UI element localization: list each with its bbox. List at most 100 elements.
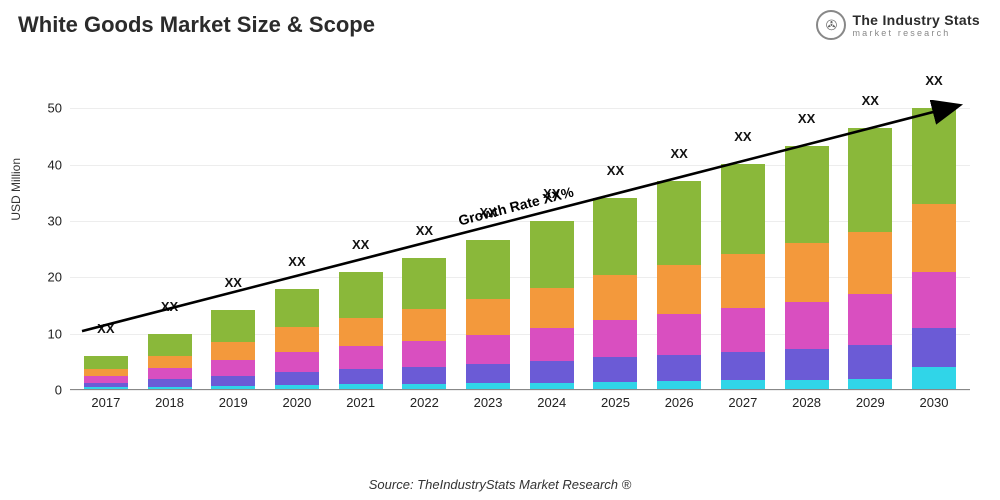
x-tick-label: 2021 — [339, 395, 383, 410]
x-tick-label: 2028 — [785, 395, 829, 410]
bar-value-label: XX — [925, 73, 942, 88]
bar-segment — [785, 349, 829, 380]
bar-value-label: XX — [352, 237, 369, 252]
bar-value-label: XX — [862, 93, 879, 108]
bar-segment — [466, 299, 510, 335]
bar-column: XX — [148, 317, 192, 390]
bar-stack — [466, 240, 510, 390]
y-tick-label: 50 — [22, 101, 62, 116]
bar-segment — [912, 204, 956, 272]
bar-segment — [912, 272, 956, 328]
bar-column: XX — [402, 241, 446, 390]
bar-segment — [275, 289, 319, 328]
gridline — [70, 390, 970, 391]
bar-segment — [275, 352, 319, 372]
bar-segment — [402, 341, 446, 367]
x-tick-label: 2029 — [848, 395, 892, 410]
page-title: White Goods Market Size & Scope — [18, 12, 375, 38]
bar-segment — [912, 108, 956, 204]
bar-value-label: XX — [97, 321, 114, 336]
bar-segment — [466, 364, 510, 383]
bar-segment — [912, 367, 956, 390]
y-tick-label: 30 — [22, 213, 62, 228]
bar-segment — [84, 376, 128, 383]
bar-value-label: XX — [288, 254, 305, 269]
x-tick-label: 2023 — [466, 395, 510, 410]
bar-segment — [402, 367, 446, 384]
bar-value-label: XX — [543, 186, 560, 201]
bar-stack — [402, 258, 446, 390]
x-tick-label: 2017 — [84, 395, 128, 410]
bar-value-label: XX — [607, 163, 624, 178]
bars-container: XXXXXXXXXXXXXXXXXXXXXXXXXXXX — [70, 80, 970, 390]
bar-segment — [530, 361, 574, 382]
bar-segment — [211, 376, 255, 386]
bar-column: XX — [848, 111, 892, 390]
bar-segment — [211, 342, 255, 361]
bar-value-label: XX — [734, 129, 751, 144]
bar-segment — [593, 275, 637, 320]
bar-segment — [148, 368, 192, 379]
bar-column: XX — [466, 223, 510, 390]
bar-column: XX — [530, 204, 574, 390]
bar-stack — [530, 221, 574, 390]
x-tick-label: 2019 — [211, 395, 255, 410]
bar-column: XX — [721, 147, 765, 390]
bar-stack — [657, 181, 701, 390]
bar-segment — [275, 372, 319, 385]
bar-segment — [657, 181, 701, 264]
bar-segment — [530, 328, 574, 361]
bar-stack — [721, 164, 765, 390]
bar-segment — [84, 369, 128, 376]
y-tick-label: 20 — [22, 270, 62, 285]
bar-segment — [530, 288, 574, 328]
x-tick-label: 2024 — [530, 395, 574, 410]
x-tick-label: 2022 — [402, 395, 446, 410]
bar-segment — [848, 294, 892, 345]
bar-segment — [721, 164, 765, 254]
bar-segment — [848, 345, 892, 379]
bar-segment — [848, 232, 892, 294]
chart: USD Million 01020304050 XXXXXXXXXXXXXXXX… — [70, 60, 970, 430]
bar-stack — [84, 356, 128, 390]
x-tick-label: 2018 — [148, 395, 192, 410]
bar-column: XX — [275, 272, 319, 390]
source-text: Source: TheIndustryStats Market Research… — [0, 477, 1000, 492]
bar-segment — [466, 240, 510, 299]
x-axis-line — [70, 389, 970, 390]
bar-segment — [402, 309, 446, 341]
bar-stack — [275, 289, 319, 390]
bar-segment — [339, 272, 383, 318]
bar-segment — [148, 334, 192, 356]
bar-column: XX — [912, 91, 956, 390]
bar-stack — [848, 128, 892, 390]
bar-segment — [339, 369, 383, 384]
bar-segment — [339, 318, 383, 346]
x-labels: 2017201820192020202120222023202420252026… — [70, 395, 970, 410]
bar-segment — [721, 254, 765, 308]
x-tick-label: 2026 — [657, 395, 701, 410]
bar-column: XX — [211, 293, 255, 390]
bar-segment — [721, 352, 765, 381]
plot-area: 01020304050 XXXXXXXXXXXXXXXXXXXXXXXXXXXX… — [70, 80, 970, 390]
bar-segment — [785, 302, 829, 349]
bar-value-label: XX — [161, 299, 178, 314]
bar-segment — [148, 356, 192, 368]
bar-segment — [84, 356, 128, 369]
bar-column: XX — [339, 255, 383, 390]
y-tick-label: 10 — [22, 326, 62, 341]
logo-line1: The Industry Stats — [852, 13, 980, 27]
bar-segment — [785, 146, 829, 244]
logo-line2: market research — [852, 29, 980, 38]
y-tick-label: 40 — [22, 157, 62, 172]
bar-segment — [148, 379, 192, 386]
bar-value-label: XX — [479, 205, 496, 220]
bar-column: XX — [593, 181, 637, 390]
bar-segment — [657, 314, 701, 355]
y-axis-title: USD Million — [9, 158, 23, 221]
bar-segment — [593, 320, 637, 357]
x-tick-label: 2020 — [275, 395, 319, 410]
bar-segment — [339, 346, 383, 369]
bar-column: XX — [785, 129, 829, 390]
bar-stack — [785, 146, 829, 390]
